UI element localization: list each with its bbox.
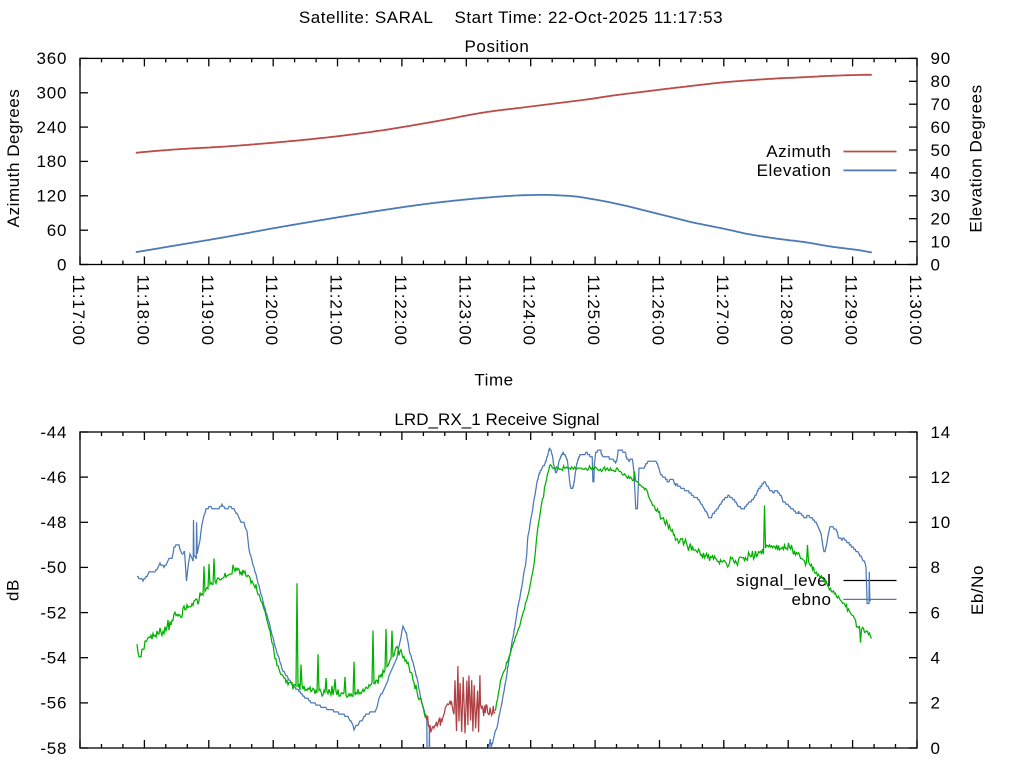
svg-text:6: 6: [931, 603, 941, 622]
svg-text:11:18:00: 11:18:00: [133, 275, 152, 346]
svg-text:4: 4: [931, 649, 941, 668]
svg-text:Elevation Degrees: Elevation Degrees: [967, 84, 986, 232]
svg-text:dB: dB: [4, 579, 23, 601]
svg-text:11:22:00: 11:22:00: [391, 275, 410, 346]
svg-text:-46: -46: [40, 468, 67, 487]
svg-text:Time: Time: [474, 371, 513, 390]
svg-text:-44: -44: [40, 423, 67, 442]
svg-text:11:25:00: 11:25:00: [584, 275, 603, 346]
svg-text:0: 0: [931, 255, 941, 274]
svg-text:300: 300: [37, 84, 68, 103]
svg-text:60: 60: [47, 221, 68, 240]
svg-text:180: 180: [37, 152, 68, 171]
svg-text:2: 2: [931, 694, 941, 713]
svg-text:360: 360: [37, 49, 68, 68]
svg-text:20: 20: [931, 210, 952, 229]
svg-text:8: 8: [931, 558, 941, 577]
svg-text:11:24:00: 11:24:00: [520, 275, 539, 346]
svg-text:11:23:00: 11:23:00: [455, 275, 474, 346]
svg-text:80: 80: [931, 72, 952, 91]
svg-text:120: 120: [37, 187, 68, 206]
svg-text:-58: -58: [40, 739, 67, 758]
svg-text:-48: -48: [40, 513, 67, 532]
svg-text:Azimuth Degrees: Azimuth Degrees: [4, 89, 23, 228]
svg-text:Eb/No: Eb/No: [968, 565, 987, 615]
svg-text:11:30:00: 11:30:00: [906, 275, 925, 346]
svg-text:11:28:00: 11:28:00: [777, 275, 796, 346]
svg-text:Azimuth: Azimuth: [766, 142, 831, 161]
svg-text:-54: -54: [40, 649, 67, 668]
svg-text:30: 30: [931, 187, 952, 206]
svg-text:11:27:00: 11:27:00: [713, 275, 732, 346]
svg-text:-56: -56: [40, 694, 67, 713]
svg-text:11:19:00: 11:19:00: [198, 275, 217, 346]
svg-text:Position: Position: [465, 37, 530, 56]
svg-text:12: 12: [931, 468, 952, 487]
svg-text:10: 10: [931, 232, 952, 251]
svg-text:11:20:00: 11:20:00: [262, 275, 281, 346]
svg-text:-50: -50: [40, 558, 67, 577]
svg-text:0: 0: [931, 739, 941, 758]
svg-text:ebno: ebno: [791, 590, 831, 609]
svg-text:signal_level: signal_level: [736, 571, 831, 590]
svg-text:70: 70: [931, 95, 952, 114]
svg-text:-52: -52: [40, 603, 67, 622]
svg-text:Elevation: Elevation: [757, 161, 832, 180]
svg-text:Satellite: SARAL Start Time: Satellite: SARAL Start Time: 22-Oct-2025…: [299, 8, 723, 27]
svg-text:0: 0: [57, 255, 67, 274]
svg-text:240: 240: [37, 118, 68, 137]
svg-text:50: 50: [931, 141, 952, 160]
svg-text:11:17:00: 11:17:00: [69, 275, 88, 346]
svg-text:11:26:00: 11:26:00: [648, 275, 667, 346]
svg-text:60: 60: [931, 118, 952, 137]
svg-text:14: 14: [931, 423, 952, 442]
svg-text:10: 10: [931, 513, 952, 532]
svg-text:11:29:00: 11:29:00: [842, 275, 861, 346]
svg-text:11:21:00: 11:21:00: [327, 275, 346, 346]
svg-text:LRD_RX_1 Receive Signal: LRD_RX_1 Receive Signal: [394, 410, 599, 429]
svg-text:40: 40: [931, 164, 952, 183]
svg-text:90: 90: [931, 49, 952, 68]
